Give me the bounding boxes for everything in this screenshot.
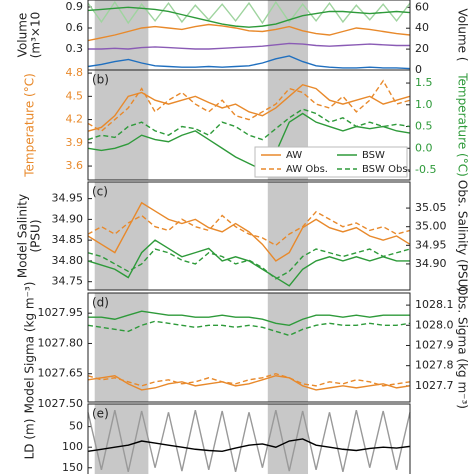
y-axis-label: Model Sigma (kg m⁻³) bbox=[23, 282, 37, 414]
y-tick-label: 0.6 bbox=[66, 21, 84, 34]
plot-frame bbox=[87, 403, 411, 474]
y2-axis-label: Volume ( bbox=[456, 8, 470, 61]
shaded-period bbox=[94, 70, 149, 180]
y2-tick-label: 0.0 bbox=[415, 141, 433, 154]
y2-tick-label: 60 bbox=[415, 0, 429, 13]
y2-tick-label: 40 bbox=[415, 21, 429, 34]
shaded-period bbox=[267, 293, 309, 402]
y-tick-label: 34.80 bbox=[52, 254, 84, 267]
y2-tick-label: 34.95 bbox=[415, 238, 447, 251]
y-tick-label: 3.6 bbox=[66, 159, 84, 172]
data-line bbox=[87, 410, 411, 473]
panel-label: (c) bbox=[92, 185, 108, 199]
shaded-period bbox=[94, 182, 149, 290]
plot-frame bbox=[87, 292, 411, 403]
y-tick-label: 4.8 bbox=[66, 66, 84, 79]
y-tick-label: 34.90 bbox=[52, 212, 84, 225]
y2-tick-label: 35.00 bbox=[415, 220, 447, 233]
y2-tick-label: 1.5 bbox=[415, 76, 433, 89]
y2-tick-label: 1028.0 bbox=[415, 318, 454, 331]
y-axis-label: LD (m) bbox=[23, 419, 37, 460]
y-tick-label: 34.85 bbox=[52, 233, 84, 246]
y-tick-label: 150 bbox=[62, 461, 83, 474]
y2-tick-label: 1.0 bbox=[415, 98, 433, 111]
y2-tick-label: -0.5 bbox=[415, 163, 436, 176]
y2-tick-label: 1028.1 bbox=[415, 298, 454, 311]
y-tick-label: 3.9 bbox=[66, 136, 84, 149]
data-line bbox=[87, 375, 411, 391]
y-tick-label: 34.75 bbox=[52, 275, 84, 288]
y-tick-label: 1027.50 bbox=[38, 397, 84, 410]
y-axis-label: Volume bbox=[16, 13, 30, 58]
y-tick-label: 4.5 bbox=[66, 89, 84, 102]
y-tick-label: 0.9 bbox=[66, 0, 84, 13]
data-line bbox=[87, 248, 411, 280]
legend-box bbox=[254, 146, 408, 178]
y-tick-label: 1027.65 bbox=[38, 367, 84, 380]
panel-label: (e) bbox=[92, 407, 109, 421]
y2-tick-label: 20 bbox=[415, 42, 429, 55]
data-line bbox=[88, 42, 410, 50]
shaded-period bbox=[94, 0, 149, 70]
y-tick-label: 4.2 bbox=[66, 113, 84, 126]
y-tick-label: 1027.95 bbox=[38, 306, 84, 319]
legend-label: BSW bbox=[362, 150, 385, 161]
legend-label: AW bbox=[286, 150, 302, 161]
panel-label: (b) bbox=[92, 73, 109, 87]
y2-axis-label: Temperature (°C) bbox=[456, 72, 470, 177]
plot-frame bbox=[87, 181, 411, 291]
y2-tick-label: 35.05 bbox=[415, 201, 447, 214]
legend-label: BSW Obs. bbox=[362, 164, 411, 175]
y2-axis-label: Obs. Sigma (kg m⁻³) bbox=[456, 286, 470, 409]
plot-frame bbox=[87, 69, 411, 181]
y2-tick-label: 1027.7 bbox=[415, 379, 454, 392]
data-line bbox=[87, 108, 411, 141]
data-line bbox=[87, 210, 411, 247]
data-line bbox=[87, 0, 411, 25]
data-line bbox=[87, 201, 411, 262]
y2-tick-label: 34.90 bbox=[415, 257, 447, 270]
y-axis-label: Model Salinity bbox=[16, 194, 30, 278]
shaded-period bbox=[267, 182, 309, 290]
y2-tick-label: 1027.9 bbox=[415, 338, 454, 351]
data-line bbox=[87, 438, 411, 453]
data-line bbox=[87, 83, 411, 132]
y2-tick-label: 0 bbox=[415, 63, 422, 76]
y-axis-label: (m³×10 bbox=[29, 12, 43, 59]
y-tick-label: 50 bbox=[69, 420, 83, 433]
legend-label: AW Obs. bbox=[286, 164, 328, 175]
data-line bbox=[87, 23, 411, 42]
y-tick-label: 34.95 bbox=[52, 192, 84, 205]
data-line bbox=[87, 79, 411, 133]
y-tick-label: 1027.80 bbox=[38, 336, 84, 349]
panel-label: (d) bbox=[92, 296, 109, 310]
data-line bbox=[87, 6, 411, 28]
y2-axis-label: Obs. Salinity (PSU) bbox=[456, 180, 470, 292]
y-tick-label: 100 bbox=[62, 440, 83, 453]
y2-tick-label: 1027.8 bbox=[415, 359, 454, 372]
y-axis-label: Temperature (°C) bbox=[23, 73, 37, 178]
data-line bbox=[87, 55, 411, 70]
y-tick-label: 0.3 bbox=[66, 42, 84, 55]
data-line bbox=[87, 320, 411, 337]
shaded-period bbox=[267, 0, 309, 70]
y2-tick-label: 0.5 bbox=[415, 120, 433, 133]
data-line bbox=[88, 310, 410, 327]
y-axis-label: (PSU) bbox=[29, 220, 43, 253]
